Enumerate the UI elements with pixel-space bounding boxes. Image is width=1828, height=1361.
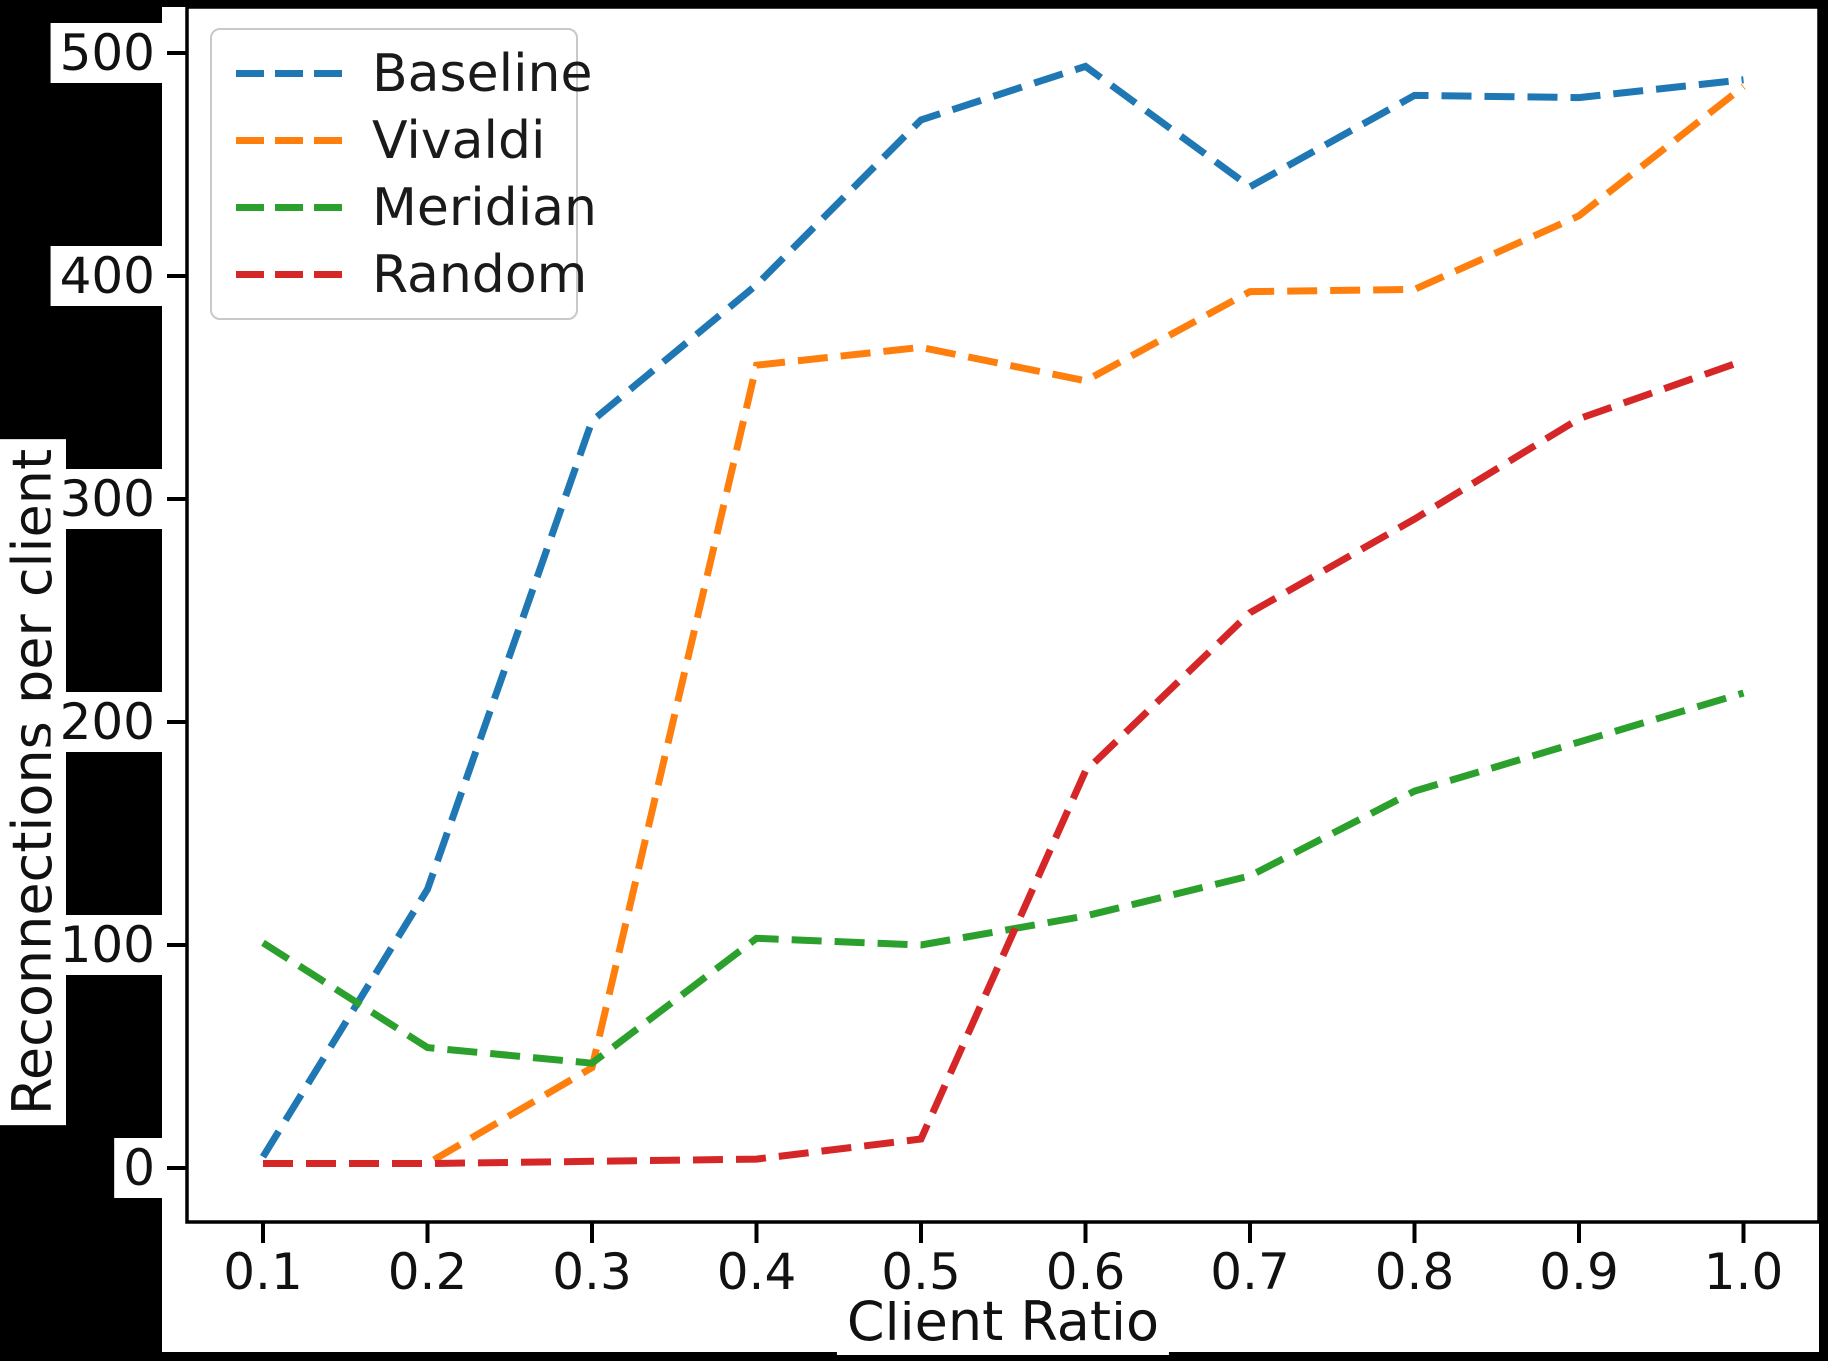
series-line-meridian xyxy=(261,689,1745,1067)
dashed-line-icon xyxy=(236,70,342,77)
x-tick-label: 1.0 xyxy=(1697,1243,1790,1301)
y-tick-label: 300 xyxy=(50,469,164,529)
legend-label: Vivaldi xyxy=(372,110,546,171)
y-tick-label: 500 xyxy=(50,23,164,83)
y-tick-label: 0 xyxy=(114,1138,164,1198)
legend-item-baseline: Baseline xyxy=(236,48,592,100)
series-line-random xyxy=(263,357,1745,1168)
x-tick-label: 0.5 xyxy=(875,1243,967,1301)
legend-label: Random xyxy=(372,244,588,305)
y-axis-label: Reconnections per client xyxy=(0,438,66,1126)
legend-item-meridian: Meridian xyxy=(236,182,597,234)
x-tick-label: 0.3 xyxy=(546,1243,638,1301)
x-tick-label: 0.7 xyxy=(1204,1243,1296,1301)
y-tick-label: 400 xyxy=(50,246,164,306)
x-tick-label: 0.9 xyxy=(1533,1243,1625,1301)
y-tick-label: 100 xyxy=(50,915,164,975)
dashed-line-icon xyxy=(236,204,342,211)
x-tick-label: 0.8 xyxy=(1368,1243,1461,1301)
series-line-vivaldi xyxy=(263,83,1746,1168)
legend-item-random: Random xyxy=(236,249,587,301)
series-line-baseline xyxy=(260,62,1744,1159)
dashed-line-icon xyxy=(236,137,342,144)
legend-label: Baseline xyxy=(372,43,593,104)
x-tick-label: 0.1 xyxy=(217,1243,309,1301)
legend-label: Meridian xyxy=(372,177,597,238)
legend-item-vivaldi: Vivaldi xyxy=(236,115,576,167)
dashed-line-icon xyxy=(236,271,342,278)
legend: Baseline Vivaldi Meridian Random xyxy=(210,28,597,320)
x-tick-label: 0.4 xyxy=(710,1243,803,1301)
x-tick-label: 0.2 xyxy=(381,1243,474,1301)
tick-margin xyxy=(162,7,187,1222)
y-tick-label: 200 xyxy=(50,692,164,752)
x-tick-label: 0.6 xyxy=(1039,1243,1132,1301)
